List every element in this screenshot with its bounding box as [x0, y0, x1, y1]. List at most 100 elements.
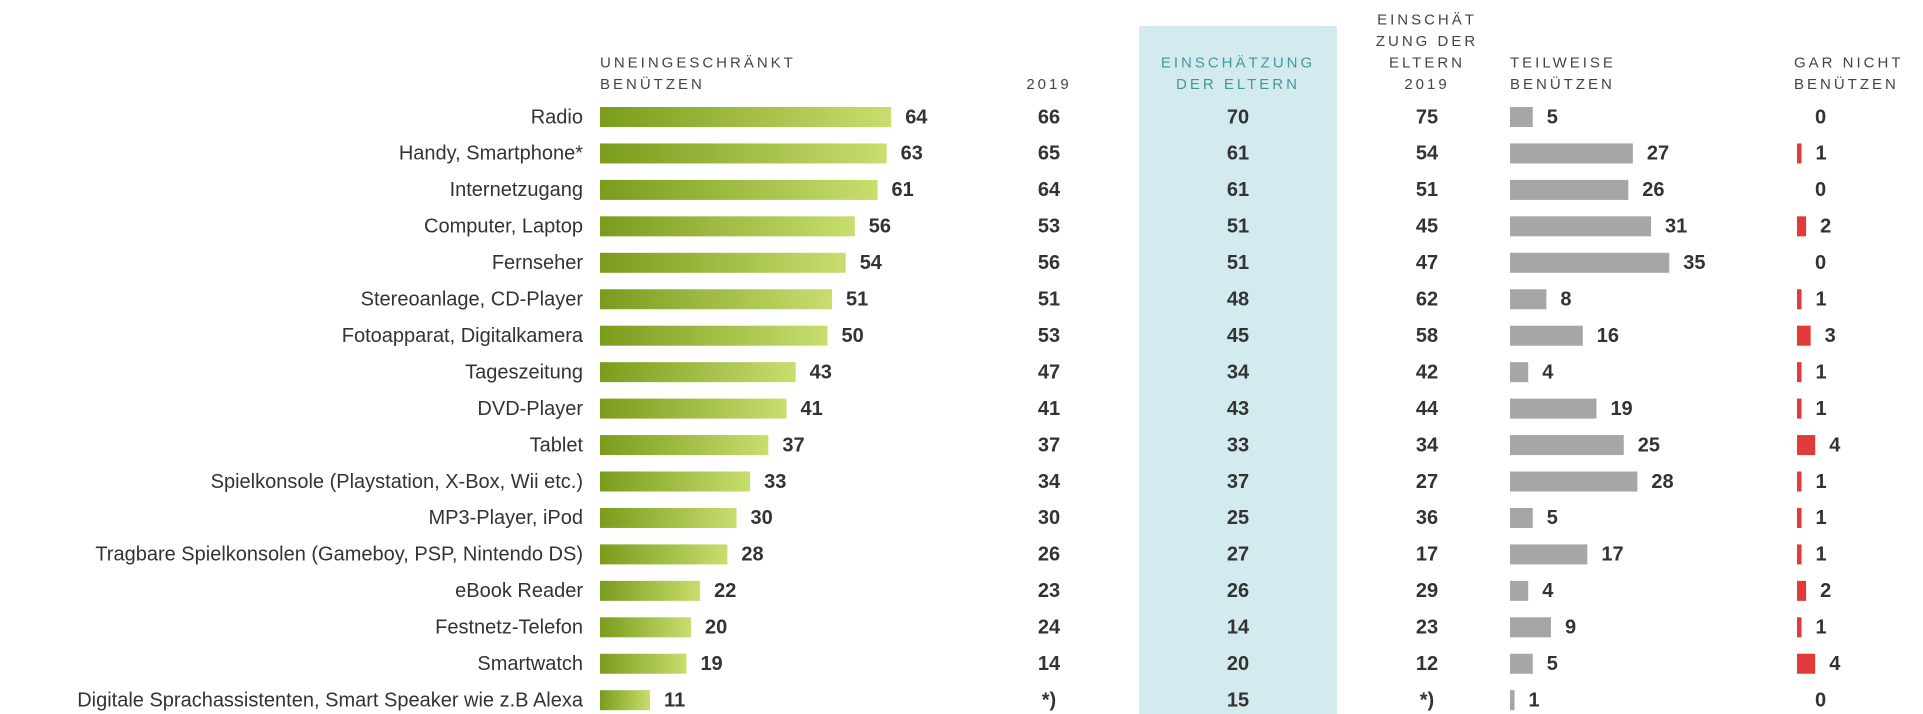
- bar: [1510, 107, 1533, 127]
- value-label: 27: [1416, 471, 1438, 493]
- value-label: 41: [1038, 398, 1060, 420]
- bar: [1797, 544, 1802, 565]
- bar: [1510, 179, 1629, 200]
- value-label: 27: [1227, 544, 1249, 566]
- row-label: Internetzugang: [450, 179, 583, 201]
- bar: [600, 143, 887, 164]
- value-label: 70: [1227, 106, 1249, 128]
- bar: [1510, 507, 1533, 528]
- row-label: Stereoanlage, CD-Player: [361, 289, 584, 311]
- row-label: Fernseher: [492, 252, 583, 274]
- value-label: 22: [714, 580, 736, 602]
- value-label: 64: [1038, 179, 1061, 201]
- value-label: 26: [1227, 580, 1249, 602]
- column-header: EINSCHÄT: [1377, 11, 1477, 28]
- bar: [1510, 143, 1633, 164]
- value-label: 47: [1038, 361, 1060, 383]
- bar: [1510, 252, 1670, 273]
- value-label: 1: [1529, 689, 1540, 711]
- value-label: 51: [1038, 289, 1060, 311]
- value-label: 28: [741, 544, 763, 566]
- value-label: 30: [751, 507, 773, 529]
- value-label: 66: [1038, 106, 1060, 128]
- bar: [1797, 617, 1802, 638]
- value-label: 50: [842, 325, 864, 347]
- value-label: 26: [1642, 179, 1664, 201]
- value-label: 51: [1227, 216, 1249, 238]
- value-label: 31: [1665, 216, 1687, 238]
- value-label: 2: [1820, 216, 1831, 238]
- value-label: 23: [1416, 617, 1438, 639]
- column-header: BENÜTZEN: [1794, 75, 1899, 93]
- row-label: Digitale Sprachassistenten, Smart Speake…: [77, 689, 584, 711]
- bar: [1797, 325, 1811, 346]
- value-label: 45: [1416, 216, 1438, 238]
- column-header: GAR NICHT: [1794, 54, 1904, 71]
- value-label: 12: [1416, 653, 1438, 675]
- value-label: 4: [1542, 580, 1554, 602]
- row-label: Tageszeitung: [465, 361, 583, 383]
- column-highlight: [1139, 26, 1337, 714]
- value-label: 1: [1816, 289, 1827, 311]
- bar: [1797, 580, 1807, 601]
- bar: [1510, 471, 1638, 492]
- value-label: 8: [1560, 289, 1571, 311]
- value-label: 20: [705, 617, 727, 639]
- bar: [1510, 216, 1652, 237]
- bar: [600, 617, 691, 638]
- column-header: ELTERN: [1389, 54, 1465, 71]
- bar: [600, 107, 892, 127]
- value-label: 37: [1227, 471, 1249, 493]
- value-label: *): [1042, 689, 1056, 711]
- value-label: 17: [1601, 544, 1623, 566]
- row-label: MP3-Player, iPod: [428, 507, 583, 529]
- bar: [1797, 216, 1807, 237]
- bar: [1797, 653, 1816, 674]
- bar: [1510, 325, 1583, 346]
- column-header: UNEINGESCHRÄNKT: [600, 54, 796, 71]
- bar: [1510, 653, 1533, 674]
- value-label: 75: [1416, 106, 1438, 128]
- bar: [600, 507, 737, 528]
- value-label: 61: [1227, 179, 1249, 201]
- bar: [600, 252, 846, 273]
- value-label: 30: [1038, 507, 1060, 529]
- value-label: 0: [1815, 252, 1826, 274]
- bar: [600, 289, 833, 310]
- value-label: 4: [1829, 434, 1841, 456]
- value-label: 0: [1815, 106, 1826, 128]
- value-label: 53: [1038, 325, 1060, 347]
- value-label: 1: [1816, 361, 1827, 383]
- value-label: 51: [846, 289, 868, 311]
- value-label: 34: [1227, 361, 1250, 383]
- value-label: 62: [1416, 289, 1438, 311]
- column-header: ZUNG DER: [1376, 33, 1478, 50]
- value-label: 14: [1227, 617, 1250, 639]
- row-label: Radio: [531, 106, 583, 128]
- bar: [600, 435, 769, 456]
- bar: [600, 471, 751, 492]
- value-label: 16: [1597, 325, 1619, 347]
- value-label: 11: [664, 689, 685, 711]
- value-label: 15: [1227, 689, 1249, 711]
- value-label: 53: [1038, 216, 1060, 238]
- bar: [600, 690, 651, 711]
- value-label: 29: [1416, 580, 1438, 602]
- value-label: 58: [1416, 325, 1438, 347]
- value-label: 48: [1227, 289, 1249, 311]
- value-label: 56: [869, 216, 891, 238]
- row-label: DVD-Player: [477, 398, 583, 420]
- row-label: Tablet: [530, 434, 584, 456]
- bar: [600, 362, 796, 383]
- row-label: Spielkonsole (Playstation, X-Box, Wii et…: [211, 471, 583, 493]
- bar: [600, 544, 728, 565]
- value-label: 45: [1227, 325, 1249, 347]
- bar: [1510, 580, 1529, 601]
- row-label: Festnetz-Telefon: [435, 617, 583, 639]
- value-label: 34: [1038, 471, 1061, 493]
- value-label: 0: [1815, 689, 1826, 711]
- value-label: 1: [1816, 471, 1827, 493]
- value-label: 64: [905, 106, 928, 128]
- bar: [600, 325, 828, 346]
- value-label: 47: [1416, 252, 1438, 274]
